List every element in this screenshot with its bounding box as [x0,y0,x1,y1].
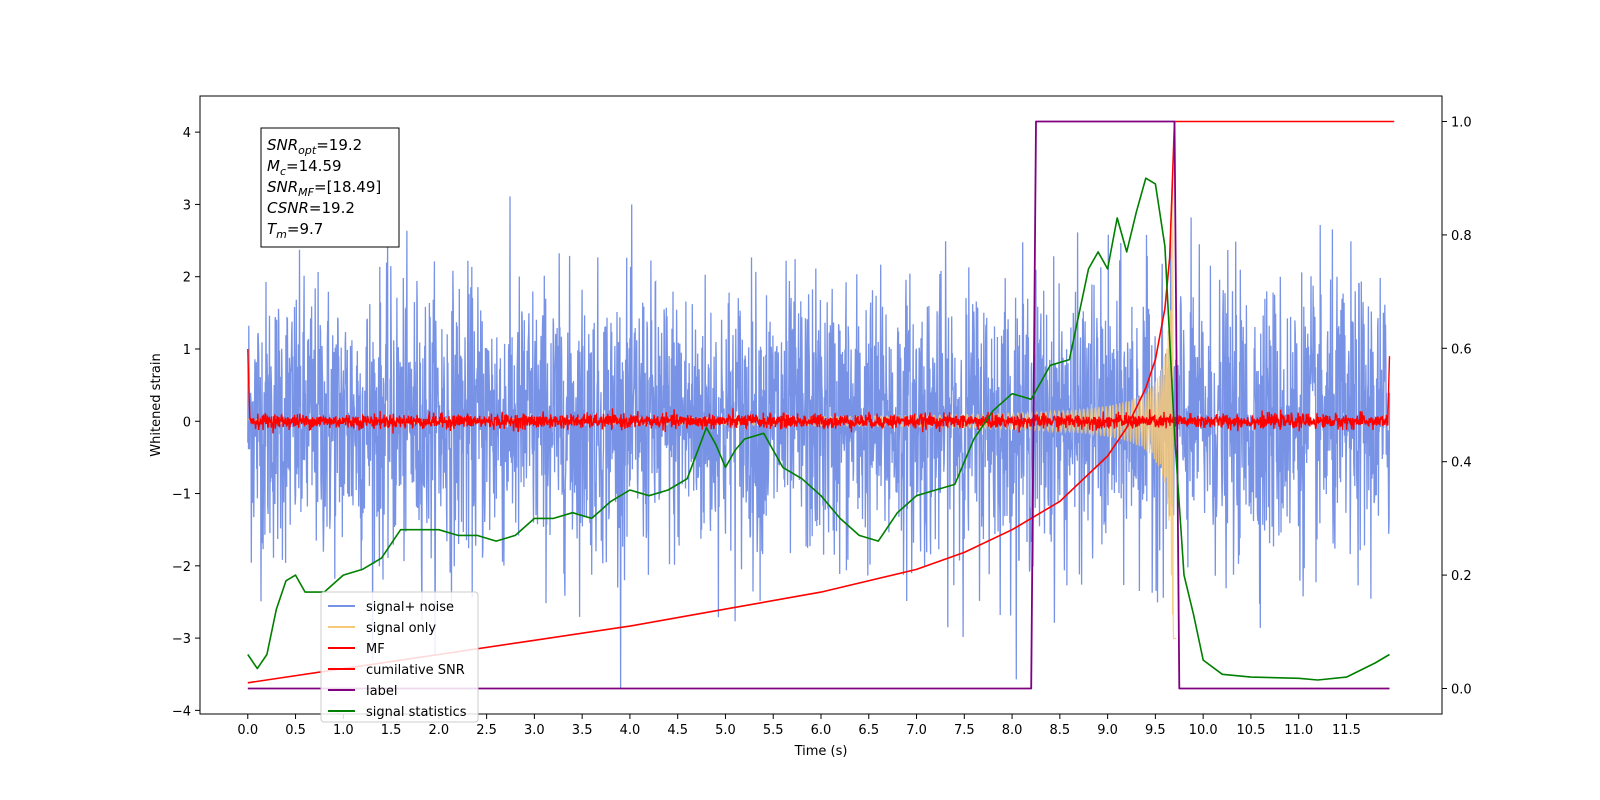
label-line [247,120,1390,690]
x-axis-ticks: 0.0 0.5 1.0 1.5 2.0 2.5 3.0 3.5 4.0 4.5 5.0 5.5 6.0 6… [237,714,1361,738]
y-tick-label: −2 [172,560,191,575]
x-tick-label: 3.5 [572,723,593,738]
x-tick-label: 5.0 [715,723,736,738]
x-tick-label: 10.5 [1236,723,1265,738]
x-tick-label: 8.0 [1002,723,1023,738]
x-tick-label: 9.0 [1097,723,1118,738]
annotation-line: Tm=9.7 [267,220,323,241]
annotation-line: CSNR=19.2 [267,199,355,217]
y-tick-label: 1 [183,343,191,358]
x-tick-label: 6.0 [811,723,832,738]
x-tick-label: 11.5 [1332,723,1361,738]
x-tick-label: 2.0 [429,723,450,738]
y-tick-label: 4 [183,126,191,141]
y-axis-label: Whitened strain [149,353,164,456]
annotation-box: SNRopt=19.2Mc=14.59SNRMF=[18.49]CSNR=19.… [260,127,400,248]
x-tick-label: 7.0 [906,723,927,738]
x-tick-label: 1.5 [381,723,402,738]
x-tick-label: 7.5 [954,723,975,738]
x-tick-label: 4.5 [667,723,688,738]
x-tick-label: 11.0 [1284,723,1313,738]
mf-series [247,348,1391,434]
x-tick-label: 1.0 [333,723,354,738]
y2-tick-label: 0.0 [1451,682,1472,697]
y-tick-label: 0 [183,415,191,430]
legend-entry: signal+ noise [366,600,454,615]
y2-tick-label: 0.8 [1451,229,1472,244]
y2-tick-label: 0.6 [1451,342,1472,357]
signal-noise-series [247,196,1391,689]
annotation-line: SNRopt=19.2 [267,136,362,157]
y-tick-label: −4 [172,704,191,719]
y2-tick-label: 0.2 [1451,569,1472,584]
y2-tick-label: 0.4 [1451,456,1472,471]
x-tick-label: 8.5 [1050,723,1071,738]
label-series [247,120,1390,690]
signal-statistics-series [247,177,1390,681]
y-tick-label: −1 [172,488,191,503]
cumulative-snr-series [247,120,1395,684]
legend-entry: MF [366,642,385,657]
signal-statistics-line [247,177,1390,681]
legend-entry: signal only [366,621,436,636]
annotation-line: Mc=14.59 [267,157,342,178]
y2-axis-ticks: 1.0 0.8 0.6 0.4 0.2 0.0 [1442,116,1472,697]
x-tick-label: 3.0 [524,723,545,738]
y2-tick-label: 1.0 [1451,116,1472,131]
x-tick-label: 4.0 [620,723,641,738]
x-tick-label: 0.5 [285,723,306,738]
x-tick-label: 6.5 [858,723,879,738]
mf-line [247,348,1391,434]
annotation-line: SNRMF=[18.49] [267,178,381,199]
y-tick-label: 2 [183,271,191,286]
legend-entry: cumilative SNR [366,663,465,678]
cumulative-snr-line [247,120,1395,684]
legend: signal+ noise signal only MF cumilative SNR… [320,591,479,723]
x-axis-label: Time (s) [794,744,848,759]
x-tick-label: 10.0 [1189,723,1218,738]
signal-noise-line [247,196,1391,689]
x-tick-label: 0.0 [237,723,258,738]
y-tick-label: 3 [183,198,191,213]
y-axis-ticks: 4 3 2 1 0 −1 −2 −3 −4 [172,126,200,719]
x-tick-label: 9.5 [1145,723,1166,738]
y-tick-label: −3 [172,632,191,647]
x-tick-label: 5.5 [763,723,784,738]
legend-entry: label [366,684,397,699]
legend-entry: signal statistics [366,705,467,720]
x-tick-label: 2.5 [476,723,497,738]
